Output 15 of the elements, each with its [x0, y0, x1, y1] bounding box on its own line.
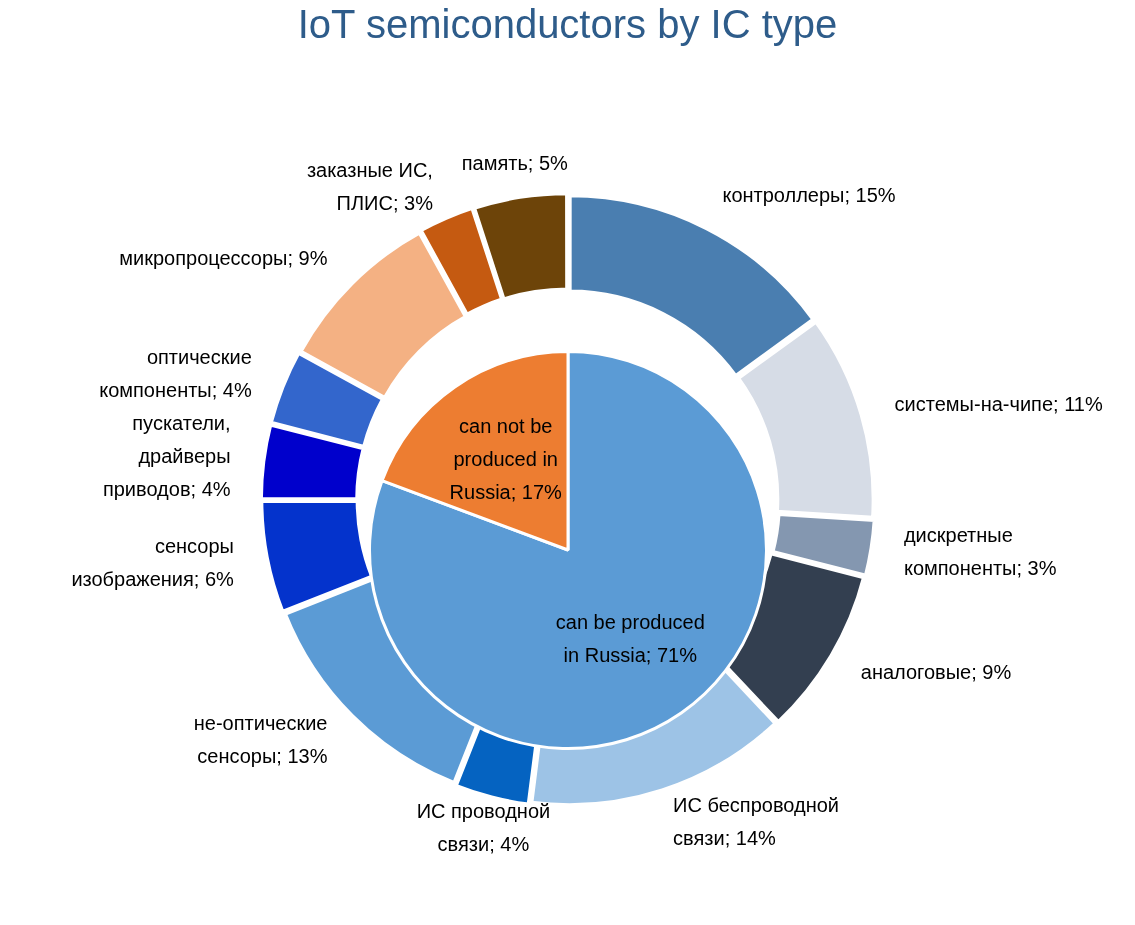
slice-label: системы-на-чипе; 11% [894, 392, 1103, 415]
slice-label: сенсоры изображения; 6% [71, 534, 235, 590]
slice-label: заказные ИС, ПЛИС; 3% [306, 158, 434, 214]
slice-label: микропроцессоры; 9% [119, 247, 328, 270]
slice-label: контроллеры; 15% [722, 184, 896, 207]
slice-label: память; 5% [461, 151, 569, 174]
slice-label: ИС проводной связи; 4% [416, 800, 551, 856]
slice-label: can be produced in Russia; 71% [555, 610, 705, 666]
slice-label: пускатели, драйверы приводов; 4% [102, 411, 231, 500]
slice-label: аналоговые; 9% [860, 660, 1012, 683]
slice-label: дискретные компоненты; 3% [903, 524, 1057, 580]
slice-label: не-оптические сенсоры; 13% [193, 711, 328, 767]
chart-title: IoT semiconductors by IC type [296, 2, 839, 47]
slice-label: ИС беспроводной связи; 14% [673, 794, 840, 850]
slice-label: can not be produced in Russia; 17% [449, 414, 563, 503]
